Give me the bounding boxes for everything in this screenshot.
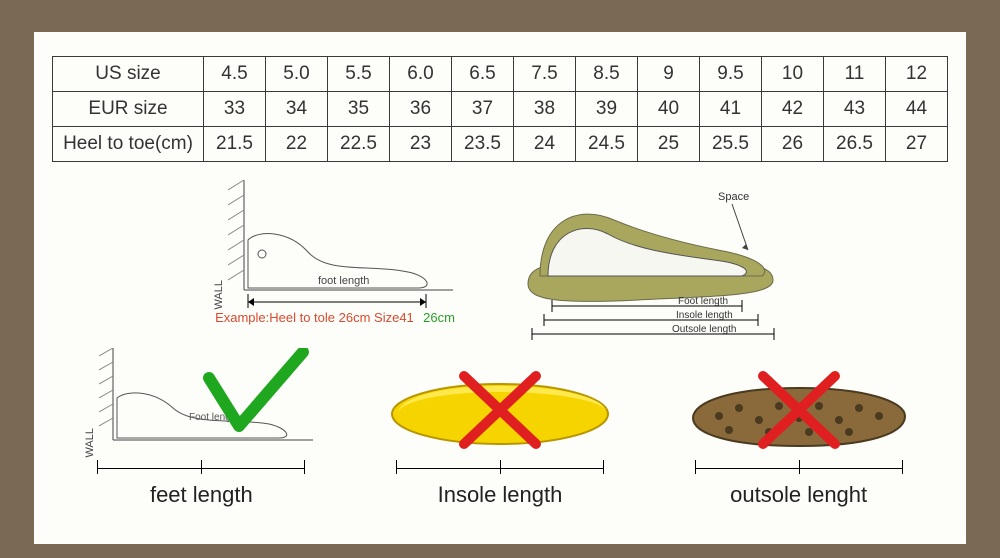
size-cell: 23.5	[452, 127, 514, 162]
size-cell: 25	[638, 127, 700, 162]
size-cell: 9	[638, 57, 700, 92]
size-cell: 25.5	[700, 127, 762, 162]
size-cell: 27	[886, 127, 948, 162]
size-cell: 9.5	[700, 57, 762, 92]
page-frame: US size4.55.05.56.06.57.58.599.5101112 EU…	[0, 0, 1000, 558]
d2-label-0: Foot length	[678, 296, 728, 307]
bottom-row: WALL Foot length	[52, 348, 948, 508]
size-cell: 6.5	[452, 57, 514, 92]
content-panel: US size4.55.05.56.06.57.58.599.5101112 EU…	[34, 32, 966, 544]
size-cell: 24	[514, 127, 576, 162]
bottom-item-insole: Insole length	[370, 358, 630, 508]
feet-length-svg: Foot length	[99, 348, 319, 458]
size-cell: 26	[762, 127, 824, 162]
outsole-svg	[679, 358, 919, 458]
diagram-row: WALL	[52, 180, 948, 340]
size-cell: 5.5	[328, 57, 390, 92]
size-chart-table: US size4.55.05.56.06.57.58.599.5101112 EU…	[52, 56, 948, 162]
size-cell: 43	[824, 92, 886, 127]
dim-feet	[71, 462, 331, 476]
example-cm: 26cm	[423, 310, 455, 325]
size-cell: 22.5	[328, 127, 390, 162]
caption-feet: feet length	[71, 482, 331, 508]
foot-length-small-label: foot length	[318, 275, 369, 287]
size-cell: 12	[886, 57, 948, 92]
foot-shoe-svg: Space Foot length Insole length Outso	[518, 180, 788, 340]
d2-label-2: Outsole length	[672, 324, 737, 335]
wall-label-2: WALL	[84, 428, 96, 458]
size-cell: 41	[700, 92, 762, 127]
size-cell: 37	[452, 92, 514, 127]
size-cell: 33	[204, 92, 266, 127]
size-cell: 44	[886, 92, 948, 127]
size-cell: 10	[762, 57, 824, 92]
size-cell: 40	[638, 92, 700, 127]
size-cell: 6.0	[390, 57, 452, 92]
insole-svg	[380, 358, 620, 458]
diagram-foot-in-shoe: Space Foot length Insole length Outso	[518, 180, 788, 340]
bottom-item-outsole: outsole lenght	[669, 358, 929, 508]
size-cell: 39	[576, 92, 638, 127]
size-cell: 42	[762, 92, 824, 127]
size-cell: 21.5	[204, 127, 266, 162]
size-cell: 35	[328, 92, 390, 127]
bottom-item-feet: WALL Foot length	[71, 348, 331, 508]
d2-label-1: Insole length	[676, 310, 733, 321]
size-cell: 34	[266, 92, 328, 127]
size-cell: 5.0	[266, 57, 328, 92]
size-cell: 11	[824, 57, 886, 92]
size-row-label: EUR size	[53, 92, 204, 127]
caption-insole: Insole length	[370, 482, 630, 508]
size-row-label: Heel to toe(cm)	[53, 127, 204, 162]
foot-wall-svg: foot length	[228, 180, 458, 310]
dim-insole	[370, 462, 630, 476]
size-cell: 36	[390, 92, 452, 127]
size-cell: 38	[514, 92, 576, 127]
diagram-foot-on-wall: WALL	[213, 180, 458, 340]
size-cell: 22	[266, 127, 328, 162]
wall-label-1: WALL	[213, 280, 225, 310]
example-text: Example:Heel to tole 26cm Size41	[215, 310, 414, 325]
size-cell: 4.5	[204, 57, 266, 92]
example-caption: Example:Heel to tole 26cm Size41 26cm	[213, 310, 458, 325]
caption-outsole: outsole lenght	[669, 482, 929, 508]
size-row-label: US size	[53, 57, 204, 92]
size-cell: 26.5	[824, 127, 886, 162]
space-label: Space	[718, 191, 749, 203]
size-cell: 7.5	[514, 57, 576, 92]
size-cell: 23	[390, 127, 452, 162]
size-cell: 24.5	[576, 127, 638, 162]
size-cell: 8.5	[576, 57, 638, 92]
dim-outsole	[669, 462, 929, 476]
